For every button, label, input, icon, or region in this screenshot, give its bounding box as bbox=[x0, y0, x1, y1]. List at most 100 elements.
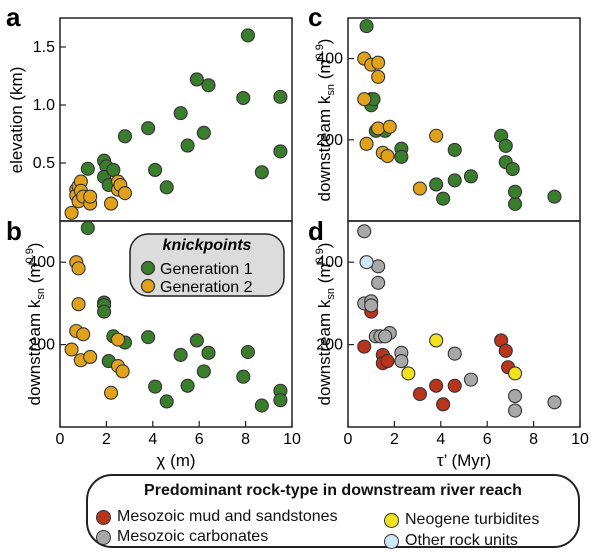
panel-letter-a: a bbox=[6, 2, 21, 32]
panel-a-point bbox=[196, 125, 211, 140]
panel-c-point bbox=[447, 142, 462, 157]
rock-legend-item-other: Other rock units bbox=[384, 532, 518, 550]
panel-a-point bbox=[273, 144, 288, 159]
panel-c-point bbox=[394, 149, 409, 164]
panel-d-point bbox=[429, 378, 444, 393]
panel-b-point bbox=[80, 220, 95, 236]
rock-legend-title: Predominant rock-type in downstream rive… bbox=[144, 482, 522, 499]
panel-b-point bbox=[141, 330, 156, 345]
panel-b-point bbox=[71, 261, 86, 276]
panel-d-point bbox=[547, 395, 562, 410]
panel-b-point bbox=[97, 304, 112, 319]
panel-b-point bbox=[148, 379, 163, 394]
panel-a-point bbox=[201, 78, 216, 93]
panel-a-ylabel: elevation (km) bbox=[7, 67, 26, 174]
legend-marker-mesozoic-carbonates bbox=[96, 529, 111, 545]
panel-c-point bbox=[429, 128, 444, 143]
knickpoint-legend-box bbox=[129, 233, 285, 297]
panel-c-point bbox=[359, 19, 374, 34]
panel-a-point bbox=[273, 89, 288, 104]
panel-d-point bbox=[463, 372, 479, 387]
panel-b-xtick-label: 4 bbox=[148, 431, 157, 448]
panel-c-ytick-label: 400 bbox=[316, 51, 343, 68]
panel-c-point bbox=[547, 189, 562, 204]
rock-legend-item-mud: Mesozoic mud and sandstones bbox=[96, 508, 338, 526]
panel-letter-c: c bbox=[308, 2, 322, 32]
panel-b-xtick-label: 8 bbox=[241, 431, 250, 448]
panel-a-point bbox=[80, 161, 95, 176]
panel-a-frame bbox=[59, 17, 293, 222]
panel-c-frame bbox=[347, 17, 581, 222]
panel-d-frame bbox=[347, 220, 581, 428]
panel-a-point bbox=[189, 72, 204, 87]
panel-d-point bbox=[429, 333, 444, 348]
panel-c-point bbox=[371, 69, 386, 84]
legend-marker-generation-1 bbox=[140, 260, 156, 276]
panel-b-ytick-label: 400 bbox=[28, 254, 55, 271]
panel-a-point bbox=[117, 186, 133, 201]
panel-c-point bbox=[371, 121, 386, 136]
legend-marker-other-rock bbox=[384, 533, 399, 549]
panel-d-ylabel: downstream ksn (m0.9) bbox=[314, 243, 337, 406]
panel-c-point bbox=[498, 138, 513, 153]
panel-c-point bbox=[357, 92, 372, 107]
panel-a-point bbox=[106, 162, 121, 178]
panel-d-point bbox=[357, 224, 372, 239]
panel-b-ylabel: downstream ksn (m0.9) bbox=[24, 243, 47, 406]
panel-b-point bbox=[159, 394, 174, 409]
panel-a-point bbox=[148, 162, 163, 178]
panel-c-ytick-label: 200 bbox=[316, 132, 343, 149]
panel-d-point bbox=[359, 255, 374, 270]
knickpoint-legend-title: knickpoints bbox=[163, 237, 252, 254]
panel-b-frame bbox=[59, 220, 293, 428]
panel-a-point bbox=[141, 121, 156, 136]
panel-d-point bbox=[378, 329, 393, 344]
legend-label-mesozoic-carbonates: Mesozoic carbonates bbox=[117, 528, 269, 545]
panel-d-ytick-label: 200 bbox=[316, 337, 343, 354]
panel-d-ytick-label: 400 bbox=[316, 254, 343, 271]
panel-b-point bbox=[64, 342, 79, 357]
panel-b-point bbox=[110, 332, 126, 347]
legend-label-mesozoic-mud: Mesozoic mud and sandstones bbox=[117, 508, 338, 525]
panel-b-point bbox=[173, 347, 188, 362]
panel-b-point bbox=[201, 345, 216, 360]
panel-b-point bbox=[76, 327, 91, 342]
panel-a-point bbox=[254, 165, 269, 180]
panel-a-point bbox=[103, 196, 119, 211]
panel-b-point bbox=[196, 364, 211, 379]
panel-c-point bbox=[507, 184, 523, 199]
panel-d-point bbox=[447, 378, 462, 393]
rock-legend-item-turbidites: Neogene turbidites bbox=[384, 511, 539, 529]
panel-b-xtick-label: 0 bbox=[56, 431, 65, 448]
panel-d-xtick-label: 0 bbox=[344, 431, 353, 448]
panel-a-point bbox=[173, 106, 188, 121]
panel-d-point bbox=[371, 275, 386, 290]
panel-a-point bbox=[159, 180, 174, 195]
panel-c-point bbox=[429, 177, 444, 192]
panel-c-point bbox=[380, 148, 395, 164]
panel-b-xlabel: χ (m) bbox=[156, 451, 195, 470]
panel-c-point bbox=[436, 191, 451, 206]
panel-b-xtick-label: 6 bbox=[195, 431, 204, 448]
panel-a-point bbox=[180, 138, 195, 153]
panel-b-point bbox=[189, 333, 204, 348]
panel-b-point bbox=[103, 385, 119, 400]
panel-d-xtick-label: 10 bbox=[571, 431, 589, 448]
panel-a-point bbox=[64, 205, 79, 220]
panel-d-point bbox=[507, 403, 523, 418]
legend-marker-generation-2 bbox=[140, 278, 156, 294]
panel-d-point bbox=[507, 366, 523, 381]
panel-c-ylabel: downstream ksn (m0.9) bbox=[314, 39, 337, 202]
panel-d-xtick-label: 2 bbox=[390, 431, 399, 448]
panel-c-point bbox=[447, 173, 462, 188]
panel-b-xtick-label: 10 bbox=[283, 431, 301, 448]
panel-d-point bbox=[380, 354, 395, 369]
panel-letter-d: d bbox=[308, 216, 324, 246]
panel-c-point bbox=[412, 181, 427, 196]
panel-d-point bbox=[371, 259, 386, 274]
rock-legend-item-carbonates: Mesozoic carbonates bbox=[96, 528, 268, 546]
panel-a-point bbox=[83, 189, 98, 204]
panel-c-point bbox=[359, 136, 374, 151]
panel-d-point bbox=[364, 298, 379, 313]
